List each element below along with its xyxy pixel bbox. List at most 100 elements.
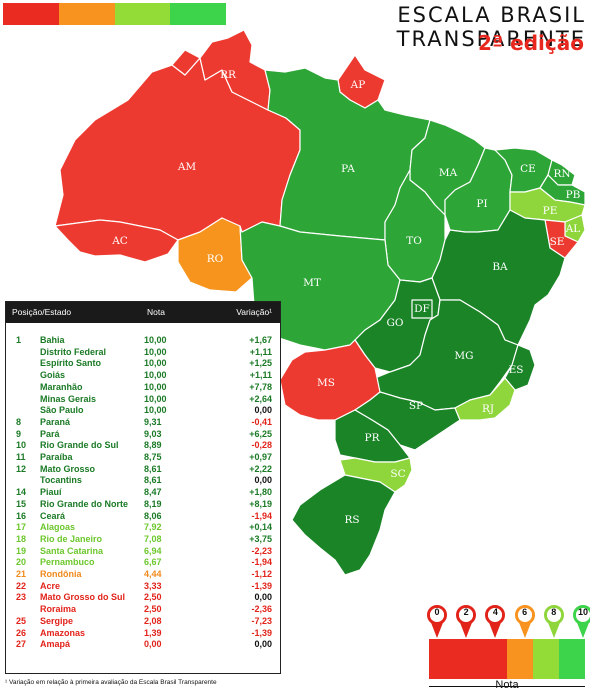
nota-cell: 8,61 [144, 475, 162, 486]
variation-cell: +1,11 [249, 346, 272, 357]
legend-tick-label: 10 [577, 607, 588, 617]
rank-cell: 9 [16, 428, 22, 439]
nota-cell: 8,19 [144, 498, 162, 509]
variation-cell: +3,75 [249, 533, 272, 544]
table-row: Maranhão 10,00 +7,78 [6, 382, 280, 393]
label-pe: PE [543, 205, 558, 217]
rank-cell: 1 [16, 335, 22, 345]
nota-cell: 4,44 [144, 569, 162, 579]
header-color-bar [3, 3, 226, 25]
rank-cell: 25 [16, 615, 27, 626]
variation-cell: +1,25 [249, 358, 272, 369]
legend-label: Nota [495, 679, 519, 691]
state-cell: Roraima [40, 604, 77, 615]
nota-cell: 8,47 [144, 487, 162, 498]
rank-cell: 12 [16, 463, 27, 474]
state-cell: Sergipe [40, 615, 74, 626]
variation-cell: -7,23 [251, 615, 272, 626]
nota-cell: 6,67 [144, 557, 162, 568]
label-pb: PB [566, 189, 581, 201]
label-sp: SP [409, 400, 423, 412]
table-row: Roraima 2,50 -2,36 [6, 604, 280, 615]
label-al: AL [565, 223, 581, 235]
variation-cell: +1,11 [249, 370, 272, 381]
label-rs: RS [344, 514, 359, 526]
legend-tick-label: 2 [463, 607, 469, 617]
state-cell: Bahia [40, 335, 65, 345]
rank-cell: 16 [16, 510, 27, 521]
header-position-state: Posição/Estado [12, 307, 72, 317]
table-row: 15 Rio Grande do Norte 8,19 +8,19 [6, 499, 280, 510]
table-row: 12 Mato Grosso 8,61 +2,22 [6, 464, 280, 475]
legend-tick-pin: 6 [514, 605, 537, 638]
state-rj[interactable] [454, 377, 516, 421]
state-cell: Piauí [40, 487, 62, 498]
nota-cell: 10,00 [144, 346, 167, 357]
label-ms: MS [317, 377, 335, 389]
table-row: 14 Piauí 8,47 +1,80 [6, 487, 280, 498]
state-cell: Rio Grande do Norte [40, 498, 129, 509]
state-rs[interactable] [291, 474, 396, 576]
nota-cell: 10,00 [144, 335, 167, 345]
rank-cell: 20 [16, 557, 27, 568]
header-variacao: Variação¹ [236, 307, 272, 317]
nota-legend: 0 2 4 6 8 10 Nota [427, 605, 590, 691]
state-cell: Ceará [40, 510, 66, 521]
nota-cell: 2,50 [144, 592, 162, 603]
variation-cell: 0,00 [254, 405, 272, 416]
state-cell: Espírito Santo [40, 358, 102, 369]
color-bar-orange [58, 3, 115, 25]
state-cell: Goiás [40, 370, 66, 381]
state-cell: Pará [40, 428, 60, 439]
nota-cell: 8,61 [144, 463, 162, 474]
ranking-table: Posição/Estado Nota Variação¹ 1 Bahia 10,0… [5, 301, 281, 674]
label-mt: MT [303, 277, 321, 289]
state-cell: São Paulo [40, 405, 84, 416]
state-es[interactable] [504, 344, 536, 391]
color-bar-light-green [114, 3, 171, 25]
nota-cell: 10,00 [144, 381, 167, 392]
variation-cell: -1,39 [251, 627, 272, 638]
table-row: 18 Rio de Janeiro 7,08 +3,75 [6, 534, 280, 545]
variation-cell: 0,00 [254, 475, 272, 486]
label-es: ES [509, 364, 524, 376]
state-cell: Minas Gerais [40, 393, 97, 404]
state-df[interactable] [411, 299, 433, 319]
legend-tick-pin: 2 [456, 605, 478, 638]
table-row: 25 Sergipe 2,08 -7,23 [6, 616, 280, 627]
variation-cell: +1,67 [249, 335, 272, 345]
legend-tick-pin: 10 [573, 605, 590, 638]
nota-cell: 7,08 [144, 533, 162, 544]
label-ro: RO [207, 253, 224, 265]
variation-cell: -1,39 [251, 580, 272, 591]
nota-cell: 10,00 [144, 405, 167, 416]
legend-tick-pin: 8 [543, 605, 566, 638]
table-row: 16 Ceará 8,06 -1,94 [6, 511, 280, 522]
variation-cell: +0,14 [249, 522, 272, 533]
table-row: 20 Pernambuco 6,67 -1,94 [6, 557, 280, 568]
state-ac[interactable] [54, 219, 179, 263]
variation-cell: +0,97 [249, 452, 272, 462]
legend-baseline [429, 686, 585, 687]
nota-cell: 6,94 [144, 545, 162, 556]
state-cell: Paraná [40, 416, 71, 427]
table-row: 17 Alagoas 7,92 +0,14 [6, 522, 280, 533]
label-ce: CE [520, 163, 536, 175]
table-row: 9 Pará 9,03 +6,25 [6, 429, 280, 440]
table-row: 8 Paraná 9,31 -0,41 [6, 417, 280, 428]
rank-cell: 17 [16, 522, 27, 533]
label-rj: RJ [482, 403, 494, 415]
label-ac: AC [111, 235, 128, 247]
table-row: 19 Santa Catarina 6,94 -2,23 [6, 546, 280, 557]
state-cell: Pernambuco [40, 557, 95, 568]
state-cell: Rio Grande do Sul [40, 440, 119, 451]
header-nota: Nota [147, 307, 165, 317]
rank-cell: 26 [16, 627, 27, 638]
rank-cell: 27 [16, 639, 27, 650]
nota-cell: 8,06 [144, 510, 162, 521]
nota-cell: 9,03 [144, 428, 162, 439]
state-cell: Santa Catarina [40, 545, 104, 556]
rank-cell: 19 [16, 545, 27, 556]
label-am: AM [177, 161, 197, 173]
label-sc: SC [390, 468, 405, 480]
